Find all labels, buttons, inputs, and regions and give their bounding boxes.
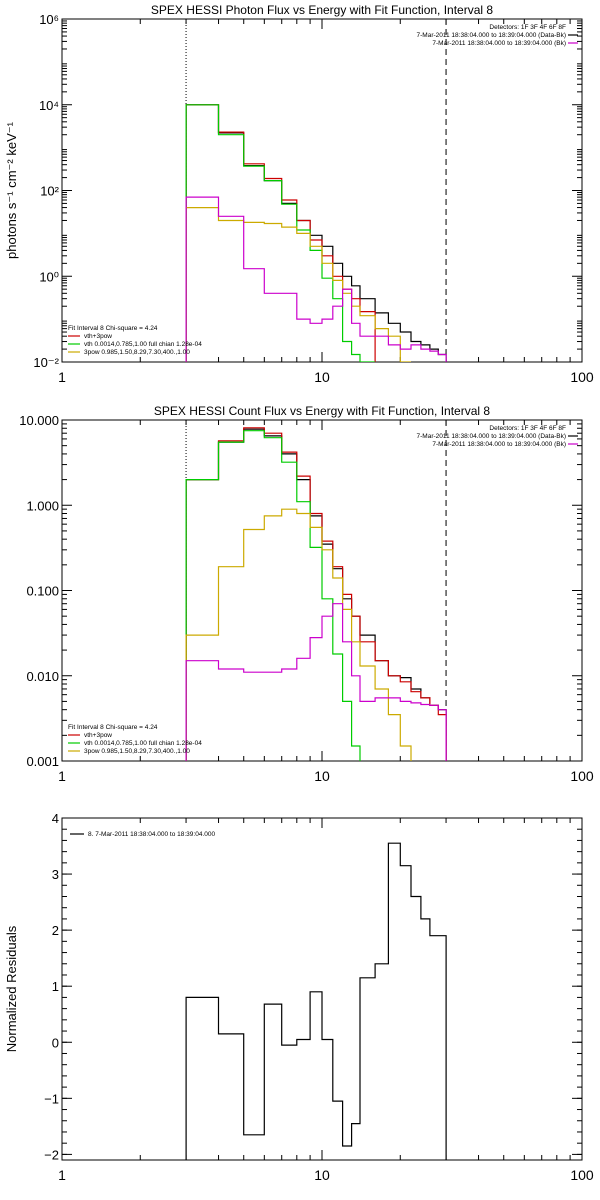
series-line-3 — [185, 430, 361, 761]
y-axis-label: photons s⁻¹ cm⁻² keV⁻¹ — [4, 121, 19, 259]
x-tick-label: 10 — [314, 768, 330, 784]
y-tick-label: 10⁴ — [39, 98, 59, 113]
x-tick-label: 100 — [570, 1167, 594, 1183]
y-tick-label: 0.100 — [26, 584, 59, 599]
y-tick-label: 10⁰ — [39, 269, 59, 284]
y-tick-label: 0 — [52, 1035, 59, 1050]
plot-frame — [61, 817, 583, 1161]
y-tick-label: 10⁻² — [33, 355, 59, 370]
chart-title: SPEX HESSI Photon Flux vs Energy with Fi… — [151, 3, 493, 17]
legend-entry: 8. 7-Mar-2011 18:38:04.000 to 18:39:04.0… — [88, 831, 215, 838]
legend-entry-top: Detectors: 1F 3F 4F 6F 8F — [489, 24, 566, 31]
y-tick-label: 1 — [52, 979, 59, 994]
legend-entry-bottom: 3pow 0.985,1.50,8.29,7.30,400.,1.00 — [84, 748, 190, 755]
chart-panel-1: SPEX HESSI Photon Flux vs Energy with Fi… — [4, 3, 594, 385]
x-tick-label: 1 — [58, 768, 66, 784]
y-tick-label: 2 — [52, 923, 59, 938]
plot-frame — [61, 18, 583, 363]
y-tick-label: 0.010 — [26, 669, 59, 684]
y-tick-label: −1 — [44, 1091, 59, 1106]
x-tick-label: 10 — [314, 369, 330, 385]
legend-entry-bottom: vth+3pow — [84, 333, 112, 340]
legend-entry-bottom: 3pow 0.985,1.50,8.29,7.30,400.,1.00 — [84, 349, 190, 356]
series-line-1 — [185, 842, 447, 1160]
series-line-2 — [185, 427, 447, 761]
x-tick-label: 100 — [570, 369, 594, 385]
x-tick-label: 1 — [58, 369, 66, 385]
y-tick-label: 4 — [52, 811, 59, 826]
y-tick-label: 1.000 — [26, 498, 59, 513]
y-tick-label: 10⁶ — [39, 12, 59, 27]
series-line-4 — [185, 508, 412, 761]
series-line-5 — [185, 603, 447, 761]
legend-entry-bottom: vth+3pow — [84, 732, 112, 739]
chart-panel-2: SPEX HESSI Count Flux vs Energy with Fit… — [19, 404, 594, 784]
series-line-1 — [185, 428, 447, 761]
y-axis-label: Normalized Residuals — [4, 925, 19, 1052]
chart-panel-3: 1 10 100 −2 −1 0 1 2 3 4 Normalized Residuals 8. 7-… — [4, 811, 594, 1183]
x-tick-label: 10 — [314, 1167, 330, 1183]
legend-entry-top: 7-Mar-2011 18:38:04.000 to 18:39:04.000 … — [432, 441, 566, 448]
series-line-5 — [185, 196, 447, 362]
y-tick-label: 0.001 — [26, 754, 59, 769]
legend-entry-bottom: vth 0.0014,0.785,1.00 full chian 1.28e-0… — [84, 341, 202, 348]
series-line-4 — [185, 207, 411, 362]
y-tick-label: 10.000 — [19, 413, 59, 428]
x-tick-label: 1 — [58, 1167, 66, 1183]
x-tick-label: 100 — [570, 768, 594, 784]
legend-entry-bottom: Fit Interval 8 Chi-square = 4.24 — [68, 724, 158, 731]
legend-entry-top: 7-Mar-2011 18:38:04.000 to 18:39:04.000 … — [417, 433, 566, 440]
legend-entry-top: 7-Mar-2011 18:38:04.000 to 18:39:04.000 … — [417, 32, 566, 39]
series-line-3 — [185, 104, 376, 362]
series-line-2 — [185, 104, 376, 362]
y-tick-label: −2 — [44, 1147, 59, 1162]
chart-title: SPEX HESSI Count Flux vs Energy with Fit… — [154, 404, 490, 418]
y-tick-label: 3 — [52, 867, 59, 882]
legend-entry-bottom: vth 0.0014,0.785,1.00 full chian 1.28e-0… — [84, 740, 202, 747]
y-tick-label: 10² — [40, 184, 59, 199]
legend-entry-top: 7-Mar-2011 18:38:04.000 to 18:39:04.000 … — [432, 40, 566, 47]
legend-entry-bottom: Fit Interval 8 Chi-square = 4.24 — [68, 325, 158, 332]
legend-entry-top: Detectors: 1F 3F 4F 6F 8F — [489, 425, 566, 432]
